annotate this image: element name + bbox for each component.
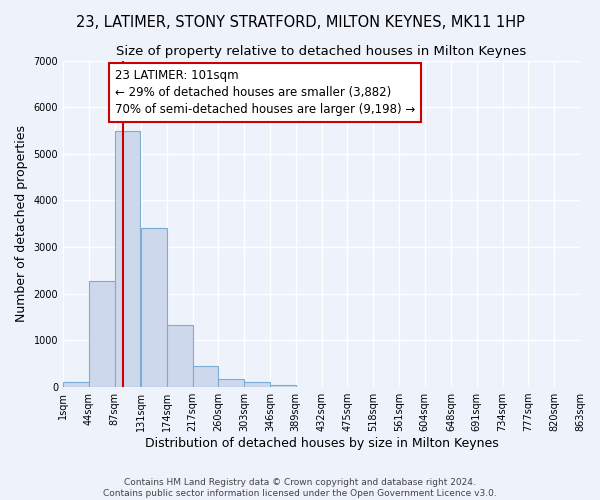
Bar — [193, 366, 218, 387]
Bar — [270, 385, 296, 387]
Bar — [167, 324, 193, 387]
Bar — [141, 228, 167, 387]
X-axis label: Distribution of detached houses by size in Milton Keynes: Distribution of detached houses by size … — [145, 437, 499, 450]
Y-axis label: Number of detached properties: Number of detached properties — [15, 126, 28, 322]
Text: 23 LATIMER: 101sqm
← 29% of detached houses are smaller (3,882)
70% of semi-deta: 23 LATIMER: 101sqm ← 29% of detached hou… — [115, 69, 415, 116]
Bar — [244, 382, 270, 387]
Bar — [63, 382, 89, 387]
Bar — [115, 132, 140, 387]
Title: Size of property relative to detached houses in Milton Keynes: Size of property relative to detached ho… — [116, 45, 527, 58]
Text: 23, LATIMER, STONY STRATFORD, MILTON KEYNES, MK11 1HP: 23, LATIMER, STONY STRATFORD, MILTON KEY… — [76, 15, 524, 30]
Text: Contains HM Land Registry data © Crown copyright and database right 2024.
Contai: Contains HM Land Registry data © Crown c… — [103, 478, 497, 498]
Bar — [89, 280, 115, 387]
Bar — [218, 379, 244, 387]
